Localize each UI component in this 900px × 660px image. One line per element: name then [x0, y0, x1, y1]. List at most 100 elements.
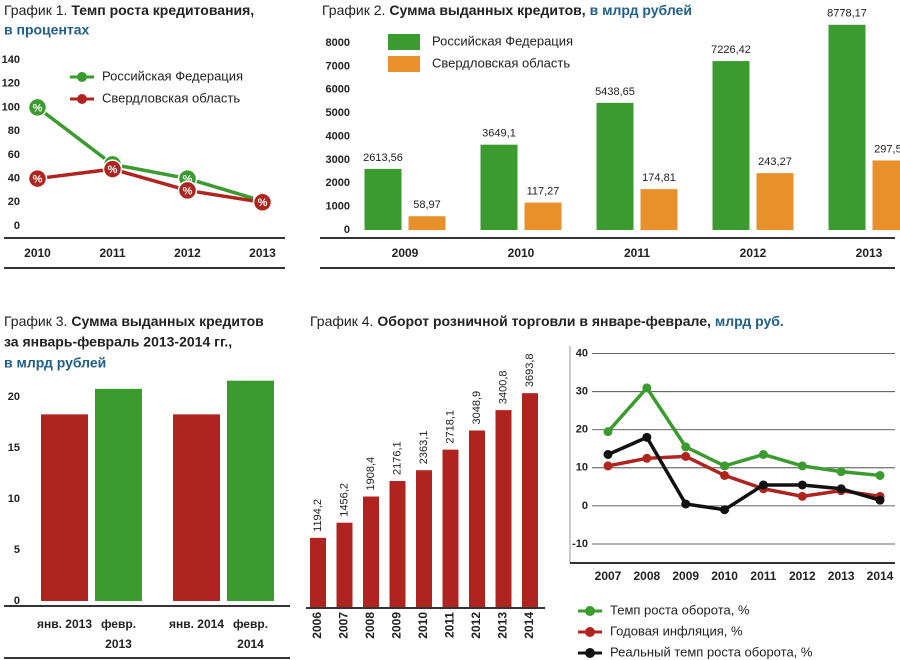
- caption: График 3.: [4, 313, 67, 329]
- y-tick-label: 20: [8, 391, 20, 403]
- bar: [416, 470, 432, 607]
- marker: [720, 505, 730, 515]
- subtitle: млрд руб.: [715, 313, 784, 329]
- marker: [875, 470, 885, 480]
- marker: [875, 495, 885, 505]
- chart-title: График 4. Оборот розничной торговли в янв…: [310, 313, 784, 329]
- y-tick-label: 100: [2, 101, 20, 113]
- legend-label: Годовая инфляция, %: [610, 623, 743, 638]
- y-tick-label: 8000: [326, 37, 350, 49]
- y-tick-label: 40: [8, 172, 20, 184]
- bar: [336, 522, 353, 607]
- x-tick-label: 2009: [392, 246, 419, 260]
- x-tick-label: 2013: [249, 246, 276, 260]
- marker: [642, 383, 652, 393]
- bar: [522, 393, 538, 607]
- y-tick-label: 10: [576, 462, 588, 474]
- bar: [364, 168, 402, 230]
- marker: [603, 461, 613, 471]
- y-tick-label: 60: [8, 149, 20, 161]
- value-label: 117,27: [527, 185, 560, 197]
- value-label: 3048,9: [471, 391, 483, 425]
- marker: [252, 192, 273, 213]
- bar: [524, 202, 562, 230]
- bar: [363, 496, 379, 607]
- legend-swatch: [77, 72, 87, 82]
- legend-swatch: [388, 34, 420, 50]
- x-tick-label: февр. 2013: [100, 617, 137, 651]
- title: Оборот розничной торговли в январе-февра…: [377, 313, 710, 329]
- value-label: 243,27: [758, 156, 792, 168]
- x-tick-label: 2013: [496, 612, 510, 639]
- x-tick-label: 2012: [789, 569, 816, 583]
- y-tick-label: 0: [344, 224, 350, 236]
- caption: График 2.: [322, 2, 385, 18]
- bar: [756, 173, 794, 230]
- title: Сумма выданных кредитов,: [389, 2, 585, 18]
- bar: [495, 410, 512, 607]
- bar: [469, 430, 485, 607]
- x-tick-label: 2007: [595, 569, 622, 583]
- bar: [173, 414, 220, 601]
- legend-swatch: [77, 94, 87, 104]
- bar: [442, 449, 459, 607]
- y-tick-label: 0: [14, 595, 20, 607]
- marker: [797, 461, 807, 471]
- value-label: 5438,65: [595, 86, 635, 98]
- marker: [836, 484, 846, 494]
- bar: [596, 102, 634, 230]
- x-tick-label: 2007: [337, 612, 351, 639]
- legend-swatch: [585, 648, 595, 658]
- y-tick-label: 140: [2, 54, 20, 66]
- legend-label: Реальный темп роста оборота, %: [610, 644, 813, 659]
- x-tick-label: 2009: [672, 569, 699, 583]
- marker: [836, 467, 846, 477]
- marker: [681, 499, 691, 509]
- value-label: 3649,1: [482, 128, 516, 140]
- x-tick-label: 2014: [867, 569, 894, 583]
- value-label: 1194,2: [312, 499, 324, 532]
- marker: [681, 451, 691, 461]
- legend-label: Свердловская область: [102, 90, 240, 105]
- y-tick-label: 1000: [326, 201, 350, 213]
- value-label: 1456,2: [338, 483, 350, 517]
- bar: [408, 216, 446, 230]
- chart-title: График 2. Сумма выданных кредитов, в млрд …: [322, 2, 692, 18]
- x-tick-label: 2009: [390, 612, 404, 639]
- value-label: 174,81: [642, 172, 676, 184]
- legend-label: Российская Федерация: [432, 33, 573, 48]
- chart-title: за январь-февраль 2013-2014 гг.,: [4, 334, 232, 350]
- x-tick-label: 2008: [363, 612, 377, 639]
- y-tick-label: 80: [8, 125, 20, 137]
- x-tick-label: 2012: [174, 246, 201, 260]
- marker: [642, 432, 652, 442]
- x-tick-label: 2008: [634, 569, 661, 583]
- x-tick-label: 2011: [443, 612, 457, 638]
- line: [36, 106, 264, 203]
- marker-label: %: [183, 173, 193, 185]
- value-label: 2718,1: [444, 410, 456, 444]
- y-tick-label: 40: [576, 348, 588, 360]
- y-tick-label: 3000: [326, 154, 350, 166]
- y-tick-label: 30: [576, 386, 588, 398]
- bar: [310, 537, 326, 607]
- y-tick-label: 0: [582, 500, 588, 512]
- bar: [41, 414, 88, 601]
- y-tick-label: 20: [8, 196, 20, 208]
- subtitle: в млрд рублей: [590, 2, 692, 18]
- chart-title: График 3. Сумма выданных кредитов: [4, 313, 264, 329]
- subtitle: в млрд рублей: [4, 355, 106, 371]
- x-tick-label: 2006: [310, 612, 324, 639]
- x-tick-label: 2010: [508, 246, 535, 260]
- marker: [177, 180, 198, 201]
- bar: [872, 160, 900, 230]
- value-label: 297,54: [874, 143, 900, 155]
- value-label: 3693,8: [524, 353, 536, 387]
- marker: [797, 480, 807, 490]
- y-tick-label: 7000: [326, 60, 350, 72]
- x-tick-label: 2011: [624, 246, 650, 260]
- line: [607, 435, 881, 512]
- marker-label: %: [258, 197, 268, 209]
- marker-label: %: [108, 164, 118, 176]
